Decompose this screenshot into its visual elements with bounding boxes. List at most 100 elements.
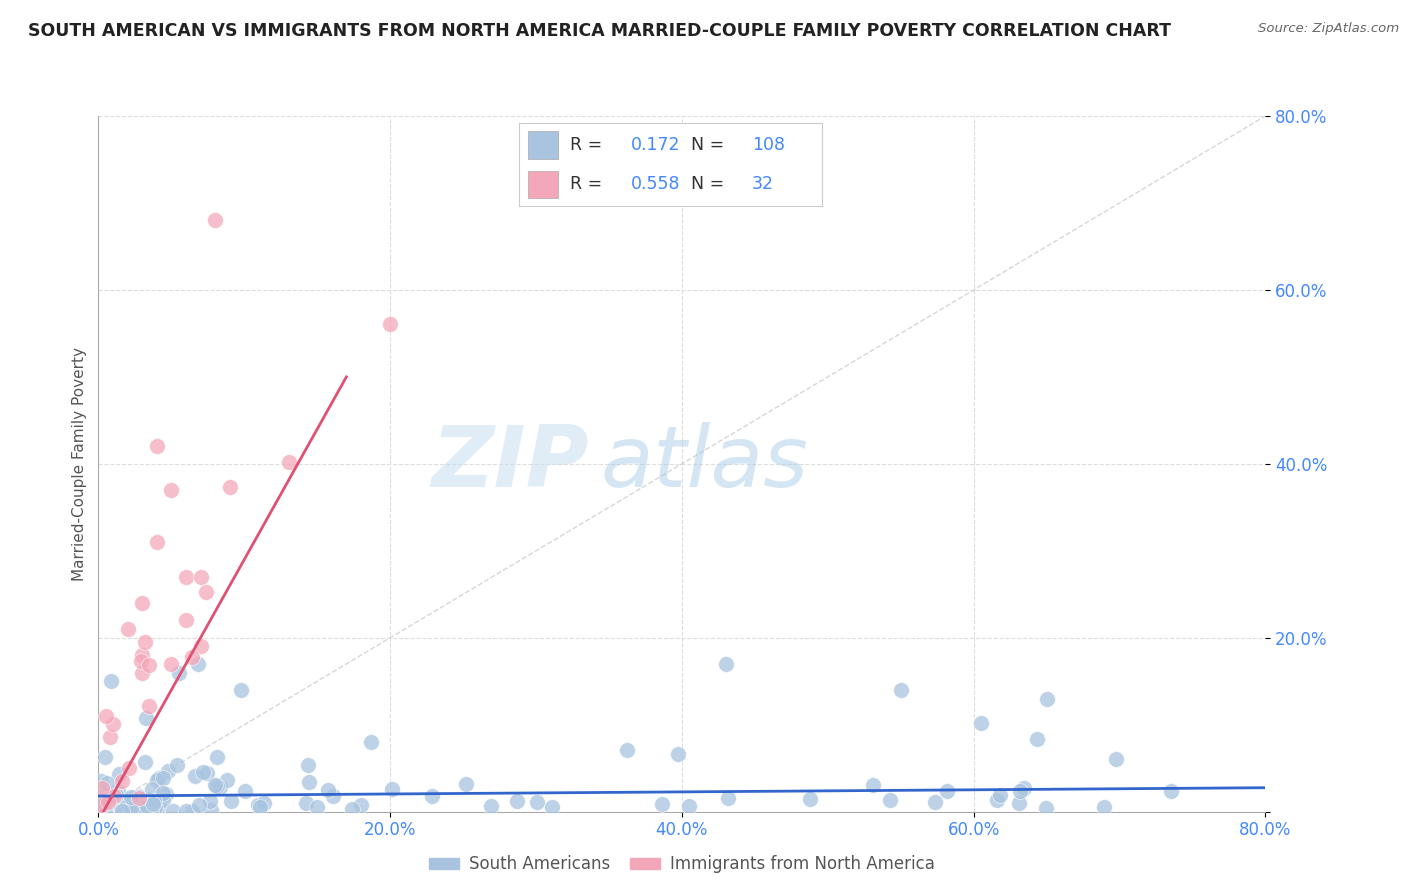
- Point: [616, 743, 638, 757]
- Point: [506, 794, 529, 808]
- Point: [1025, 731, 1047, 746]
- Point: [176, 804, 198, 818]
- Point: [156, 764, 179, 779]
- Point: [651, 797, 673, 811]
- Point: [90, 797, 112, 812]
- Point: [97, 795, 120, 809]
- Point: [970, 715, 993, 730]
- Point: [714, 657, 737, 671]
- Point: [138, 699, 160, 714]
- Point: [988, 788, 1011, 802]
- Point: [1008, 783, 1031, 797]
- Point: [277, 454, 299, 468]
- Point: [141, 781, 163, 796]
- Point: [924, 795, 946, 809]
- Point: [135, 711, 157, 725]
- Point: [422, 789, 444, 803]
- Point: [1035, 691, 1057, 706]
- Point: [143, 801, 166, 815]
- Point: [184, 769, 207, 783]
- Point: [229, 683, 252, 698]
- Point: [294, 797, 316, 811]
- Point: [174, 614, 197, 628]
- Point: [879, 792, 901, 806]
- Point: [90, 774, 112, 789]
- Point: [167, 665, 190, 680]
- Point: [181, 650, 204, 665]
- Point: [297, 758, 319, 772]
- Point: [1012, 781, 1035, 796]
- Point: [127, 804, 149, 818]
- Point: [322, 789, 344, 804]
- Point: [181, 804, 204, 818]
- Point: [1160, 783, 1182, 797]
- Point: [381, 782, 404, 797]
- Point: [129, 654, 152, 668]
- Point: [205, 750, 228, 764]
- Point: [134, 755, 156, 769]
- Point: [1035, 800, 1057, 814]
- Point: [104, 788, 127, 802]
- Point: [219, 794, 242, 808]
- Point: [131, 596, 153, 610]
- Point: [360, 735, 382, 749]
- Point: [129, 799, 152, 814]
- Point: [117, 801, 139, 815]
- Point: [91, 798, 114, 813]
- Point: [114, 802, 136, 816]
- Point: [246, 797, 269, 812]
- Point: [200, 803, 222, 817]
- Legend: South Americans, Immigrants from North America: South Americans, Immigrants from North A…: [422, 848, 942, 880]
- Point: [174, 570, 197, 584]
- Point: [162, 804, 184, 818]
- Point: [146, 772, 169, 787]
- Point: [190, 640, 212, 654]
- Point: [100, 790, 122, 805]
- Point: [1105, 752, 1128, 766]
- Point: [219, 480, 242, 494]
- Point: [187, 798, 209, 813]
- Point: [252, 796, 274, 810]
- Point: [454, 777, 477, 791]
- Point: [249, 800, 271, 814]
- Point: [93, 789, 115, 803]
- Point: [190, 570, 212, 584]
- Point: [1008, 797, 1031, 811]
- Point: [148, 771, 170, 785]
- Point: [678, 799, 700, 814]
- Point: [138, 792, 160, 806]
- Point: [862, 778, 884, 792]
- Point: [131, 665, 153, 680]
- Point: [136, 799, 159, 814]
- Point: [111, 773, 134, 788]
- Point: [540, 800, 562, 814]
- Text: ZIP: ZIP: [430, 422, 589, 506]
- Point: [94, 750, 117, 764]
- Point: [166, 758, 188, 772]
- Point: [1092, 800, 1115, 814]
- Point: [152, 787, 174, 801]
- Point: [935, 784, 957, 798]
- Point: [128, 789, 150, 804]
- Point: [155, 787, 177, 801]
- Point: [195, 765, 218, 780]
- Point: [142, 797, 165, 812]
- Point: [342, 802, 364, 816]
- Point: [479, 798, 502, 813]
- Point: [160, 483, 183, 497]
- Point: [125, 801, 148, 815]
- Point: [139, 804, 162, 818]
- Point: [187, 657, 209, 671]
- Point: [799, 791, 821, 805]
- Point: [205, 779, 228, 793]
- Point: [152, 771, 174, 785]
- Point: [107, 783, 129, 797]
- Point: [350, 797, 373, 812]
- Point: [120, 804, 142, 818]
- Point: [141, 803, 163, 817]
- Point: [108, 767, 131, 781]
- Point: [191, 764, 214, 779]
- Point: [198, 794, 221, 808]
- Point: [986, 793, 1008, 807]
- Point: [204, 778, 226, 792]
